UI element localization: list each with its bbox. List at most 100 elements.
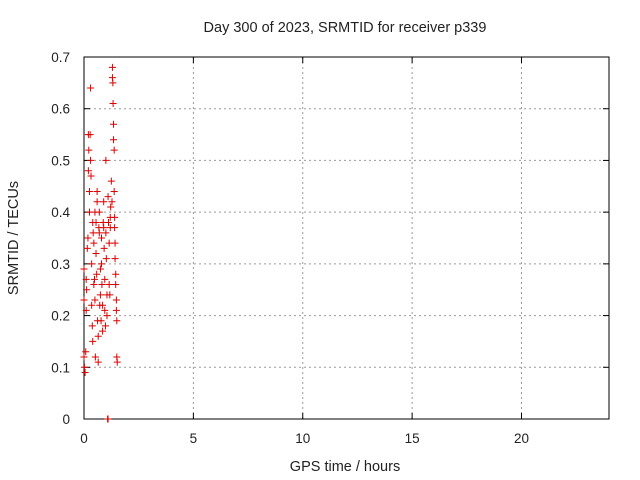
y-axis-label: SRMTID / TECUs xyxy=(6,181,22,295)
data-point xyxy=(80,296,88,304)
data-point xyxy=(112,296,120,304)
data-point xyxy=(99,327,107,335)
data-point xyxy=(87,84,95,92)
data-point xyxy=(91,296,99,304)
data-point xyxy=(93,187,101,195)
data-point xyxy=(85,146,93,154)
x-tick-label: 15 xyxy=(405,431,420,446)
data-point xyxy=(102,255,110,263)
data-point xyxy=(111,255,119,263)
data-point xyxy=(88,260,96,268)
data-point xyxy=(101,306,109,314)
data-point xyxy=(93,270,101,278)
data-point xyxy=(111,213,119,221)
data-point xyxy=(92,250,100,258)
x-axis-ticks: 0 5 10 15 20 xyxy=(80,57,529,446)
y-tick-label: 0.2 xyxy=(51,309,70,324)
data-point xyxy=(105,281,113,289)
data-point xyxy=(94,358,102,366)
data-point xyxy=(80,265,88,273)
chart-title: Day 300 of 2023, SRMTID for receiver p33… xyxy=(204,20,487,36)
data-point xyxy=(89,337,97,345)
y-tick-label: 0.6 xyxy=(51,102,70,117)
data-point xyxy=(113,358,121,366)
data-point xyxy=(80,363,88,371)
x-tick-label: 5 xyxy=(190,431,198,446)
x-tick-label: 0 xyxy=(80,431,88,446)
plot-frame xyxy=(83,56,610,420)
y-tick-label: 0 xyxy=(62,412,70,427)
data-point xyxy=(80,353,88,361)
data-point xyxy=(91,353,99,361)
data-point xyxy=(95,208,103,216)
data-point xyxy=(109,79,117,87)
data-point xyxy=(107,203,115,211)
data-point xyxy=(83,286,91,294)
data-point xyxy=(104,193,112,201)
data-point xyxy=(89,229,97,237)
y-tick-label: 0.7 xyxy=(51,50,70,65)
data-point xyxy=(111,239,119,247)
data-point xyxy=(82,306,90,314)
data-point xyxy=(104,415,112,423)
data-point xyxy=(85,187,93,195)
data-point xyxy=(110,187,118,195)
data-point xyxy=(102,229,110,237)
data-point xyxy=(83,244,91,252)
data-point xyxy=(98,260,105,268)
data-point xyxy=(103,312,111,320)
data-point xyxy=(95,229,103,237)
data-point xyxy=(100,198,108,206)
data-point xyxy=(84,167,92,175)
data-point xyxy=(87,172,95,180)
y-axis-ticks: 0 0.1 0.2 0.3 0.4 0.5 0.6 0.7 xyxy=(51,50,609,427)
data-point xyxy=(109,100,117,108)
data-points xyxy=(80,63,121,423)
data-point xyxy=(94,332,102,340)
data-point xyxy=(97,317,105,325)
data-point xyxy=(99,301,107,309)
data-point xyxy=(100,244,108,252)
data-point xyxy=(100,224,108,232)
data-point xyxy=(112,281,120,289)
data-point xyxy=(106,291,114,299)
data-point xyxy=(111,224,119,232)
y-tick-label: 0.5 xyxy=(51,153,70,168)
data-point xyxy=(108,198,116,206)
data-point xyxy=(101,275,109,283)
x-axis-label: GPS time / hours xyxy=(290,459,400,475)
data-point xyxy=(108,63,116,71)
y-tick-label: 0.3 xyxy=(51,257,70,272)
data-point xyxy=(81,368,89,376)
data-point xyxy=(98,281,106,289)
y-tick-label: 0.1 xyxy=(51,360,70,375)
data-point xyxy=(90,281,98,289)
data-point xyxy=(96,291,104,299)
grid-lines xyxy=(84,57,609,419)
data-point xyxy=(101,322,109,330)
x-tick-label: 10 xyxy=(295,431,310,446)
data-point xyxy=(112,270,120,278)
x-tick-label: 20 xyxy=(514,431,529,446)
data-point xyxy=(107,177,115,185)
data-point xyxy=(88,322,96,330)
data-point xyxy=(88,301,96,309)
data-point xyxy=(112,306,120,314)
data-point xyxy=(84,234,92,242)
data-point xyxy=(110,120,118,128)
data-point xyxy=(92,218,100,226)
data-point xyxy=(105,239,113,247)
data-point xyxy=(110,136,118,144)
data-point xyxy=(87,156,95,164)
data-point xyxy=(91,275,98,283)
data-point xyxy=(102,156,110,164)
y-tick-label: 0.4 xyxy=(51,205,70,220)
data-point xyxy=(96,265,104,273)
data-point xyxy=(86,131,94,139)
data-point xyxy=(90,239,98,247)
data-point xyxy=(113,317,121,325)
data-point xyxy=(82,348,90,356)
data-point xyxy=(93,198,101,206)
data-point xyxy=(98,234,105,242)
